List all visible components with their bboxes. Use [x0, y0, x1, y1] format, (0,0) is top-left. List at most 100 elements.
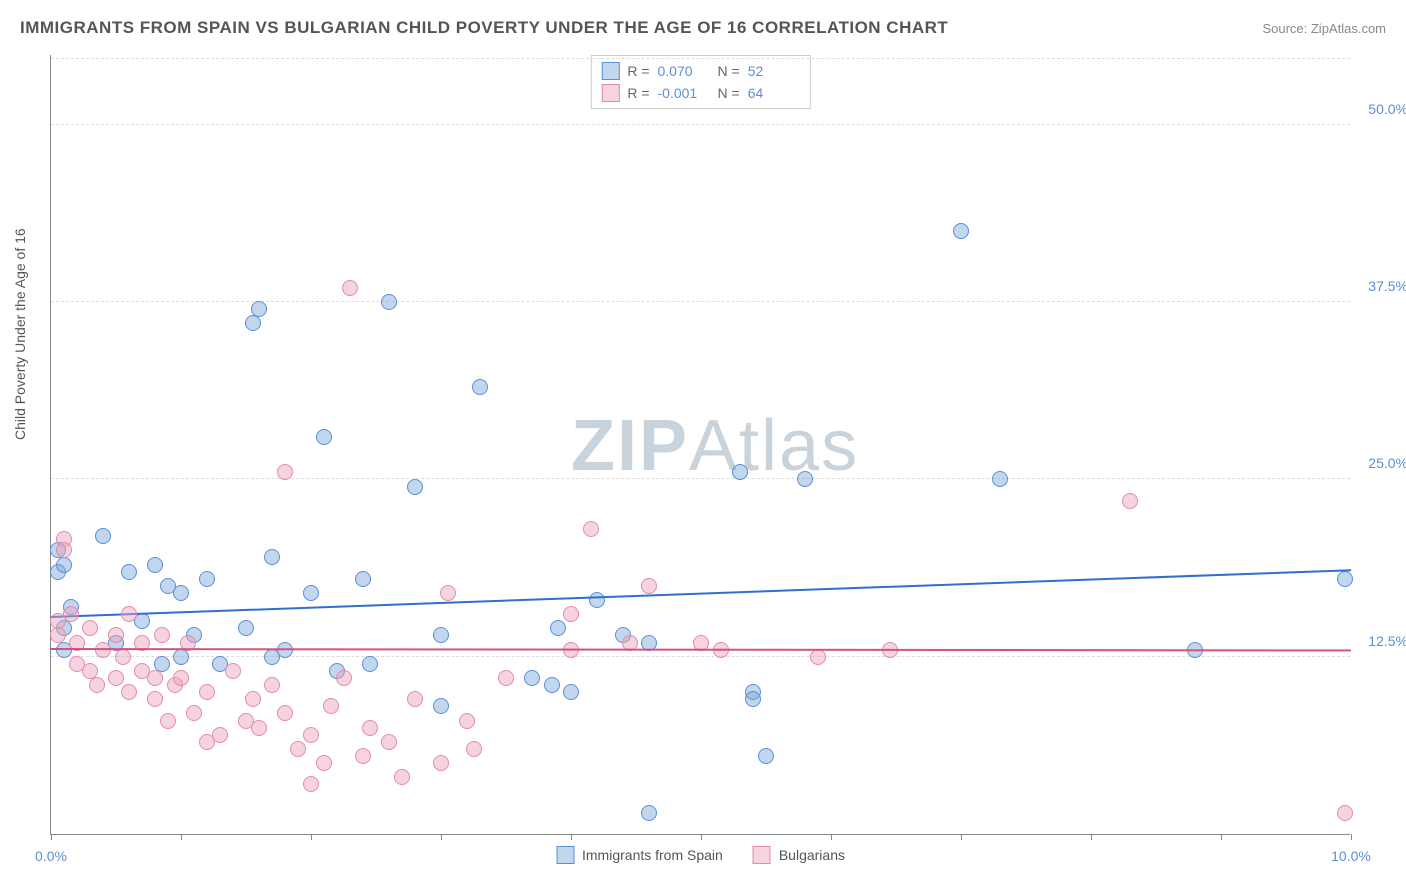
x-tick	[51, 834, 52, 840]
y-tick-label: 25.0%	[1368, 455, 1406, 471]
y-tick-label: 50.0%	[1368, 101, 1406, 117]
scatter-point	[212, 727, 228, 743]
scatter-point	[160, 713, 176, 729]
trendline	[51, 570, 1351, 619]
scatter-point	[758, 748, 774, 764]
x-tick	[831, 834, 832, 840]
chart-title: IMMIGRANTS FROM SPAIN VS BULGARIAN CHILD…	[20, 18, 948, 38]
scatter-point	[355, 748, 371, 764]
scatter-point	[641, 805, 657, 821]
scatter-chart: ZIPAtlas R =0.070N =52R =-0.001N =64 Imm…	[50, 55, 1350, 835]
x-tick	[311, 834, 312, 840]
scatter-point	[245, 691, 261, 707]
scatter-point	[316, 429, 332, 445]
scatter-point	[641, 578, 657, 594]
scatter-point	[290, 741, 306, 757]
scatter-point	[381, 294, 397, 310]
scatter-point	[154, 627, 170, 643]
scatter-point	[407, 691, 423, 707]
scatter-point	[147, 557, 163, 573]
series-legend: Immigrants from Spain Bulgarians	[556, 846, 845, 864]
x-tick	[701, 834, 702, 840]
scatter-point	[277, 705, 293, 721]
scatter-point	[264, 549, 280, 565]
scatter-point	[264, 677, 280, 693]
watermark: ZIPAtlas	[571, 405, 859, 487]
scatter-point	[251, 720, 267, 736]
scatter-point	[563, 606, 579, 622]
scatter-point	[524, 670, 540, 686]
gridline	[51, 124, 1350, 125]
scatter-point	[277, 464, 293, 480]
scatter-point	[1337, 571, 1353, 587]
scatter-point	[251, 301, 267, 317]
scatter-point	[63, 606, 79, 622]
scatter-point	[589, 592, 605, 608]
scatter-point	[550, 620, 566, 636]
scatter-point	[342, 280, 358, 296]
scatter-point	[732, 464, 748, 480]
scatter-point	[50, 627, 66, 643]
scatter-point	[745, 691, 761, 707]
scatter-point	[583, 521, 599, 537]
scatter-point	[316, 755, 332, 771]
scatter-point	[440, 585, 456, 601]
gridline	[51, 301, 1350, 302]
scatter-point	[459, 713, 475, 729]
scatter-point	[466, 741, 482, 757]
scatter-point	[147, 670, 163, 686]
scatter-point	[173, 585, 189, 601]
correlation-legend: R =0.070N =52R =-0.001N =64	[590, 55, 810, 109]
x-tick-label: 0.0%	[35, 848, 67, 864]
scatter-point	[173, 670, 189, 686]
x-tick	[441, 834, 442, 840]
scatter-point	[544, 677, 560, 693]
scatter-point	[121, 684, 137, 700]
x-tick	[1351, 834, 1352, 840]
scatter-point	[336, 670, 352, 686]
scatter-point	[89, 677, 105, 693]
scatter-point	[394, 769, 410, 785]
scatter-point	[56, 542, 72, 558]
scatter-point	[381, 734, 397, 750]
scatter-point	[173, 649, 189, 665]
scatter-point	[115, 649, 131, 665]
scatter-point	[186, 705, 202, 721]
y-axis-label: Child Poverty Under the Age of 16	[12, 228, 28, 440]
scatter-point	[108, 670, 124, 686]
x-tick	[961, 834, 962, 840]
scatter-point	[407, 479, 423, 495]
scatter-point	[82, 620, 98, 636]
scatter-point	[245, 315, 261, 331]
scatter-point	[303, 585, 319, 601]
scatter-point	[225, 663, 241, 679]
source-label: Source: ZipAtlas.com	[1262, 21, 1386, 36]
x-tick	[1091, 834, 1092, 840]
scatter-point	[303, 776, 319, 792]
scatter-point	[362, 656, 378, 672]
scatter-point	[147, 691, 163, 707]
legend-row: R =-0.001N =64	[601, 82, 799, 104]
scatter-point	[1337, 805, 1353, 821]
x-tick	[1221, 834, 1222, 840]
legend-item: Immigrants from Spain	[556, 846, 723, 864]
gridline	[51, 656, 1350, 657]
x-tick	[571, 834, 572, 840]
legend-item: Bulgarians	[753, 846, 845, 864]
scatter-point	[810, 649, 826, 665]
scatter-point	[199, 684, 215, 700]
scatter-point	[199, 571, 215, 587]
scatter-point	[433, 698, 449, 714]
scatter-point	[1122, 493, 1138, 509]
scatter-point	[992, 471, 1008, 487]
scatter-point	[498, 670, 514, 686]
legend-row: R =0.070N =52	[601, 60, 799, 82]
scatter-point	[472, 379, 488, 395]
y-tick-label: 37.5%	[1368, 278, 1406, 294]
scatter-point	[56, 557, 72, 573]
scatter-point	[563, 684, 579, 700]
scatter-point	[121, 606, 137, 622]
scatter-point	[953, 223, 969, 239]
x-tick	[181, 834, 182, 840]
scatter-point	[433, 627, 449, 643]
